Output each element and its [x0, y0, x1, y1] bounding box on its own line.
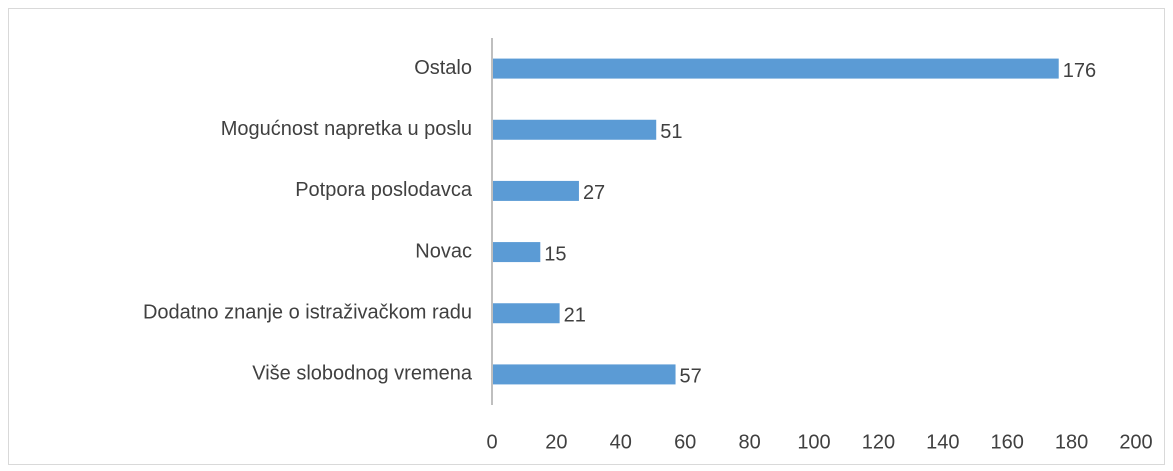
x-tick-label: 140 — [926, 431, 959, 453]
data-label: 176 — [1063, 60, 1096, 82]
x-tick-label: 180 — [1055, 431, 1088, 453]
bar — [492, 180, 579, 201]
data-label: 21 — [564, 305, 586, 327]
bar — [492, 119, 657, 140]
bar — [492, 364, 676, 385]
x-tick-label: 80 — [738, 431, 760, 453]
bar — [492, 303, 560, 324]
y-tick-label: Mogućnost napretka u poslu — [221, 118, 472, 140]
x-tick-label: 60 — [674, 431, 696, 453]
data-label: 57 — [680, 366, 702, 388]
bar — [492, 58, 1059, 79]
x-tick-label: 100 — [797, 431, 830, 453]
y-tick-label: Novac — [415, 240, 472, 262]
x-tick-label: 0 — [486, 431, 497, 453]
bar — [492, 242, 541, 263]
data-label: 27 — [583, 182, 605, 204]
y-tick-label: Potpora poslodavca — [295, 179, 473, 201]
chart-border — [8, 8, 1165, 465]
y-tick-label: Dodatno znanje o istraživačkom radu — [143, 302, 472, 324]
data-label: 51 — [660, 121, 682, 143]
x-tick-label: 160 — [991, 431, 1024, 453]
x-tick-label: 20 — [545, 431, 567, 453]
data-label: 15 — [544, 243, 566, 265]
x-tick-label: 120 — [862, 431, 895, 453]
x-tick-label: 200 — [1119, 431, 1152, 453]
x-tick-label: 40 — [610, 431, 632, 453]
y-tick-label: Ostalo — [414, 57, 472, 79]
y-tick-label: Više slobodnog vremena — [252, 363, 473, 385]
